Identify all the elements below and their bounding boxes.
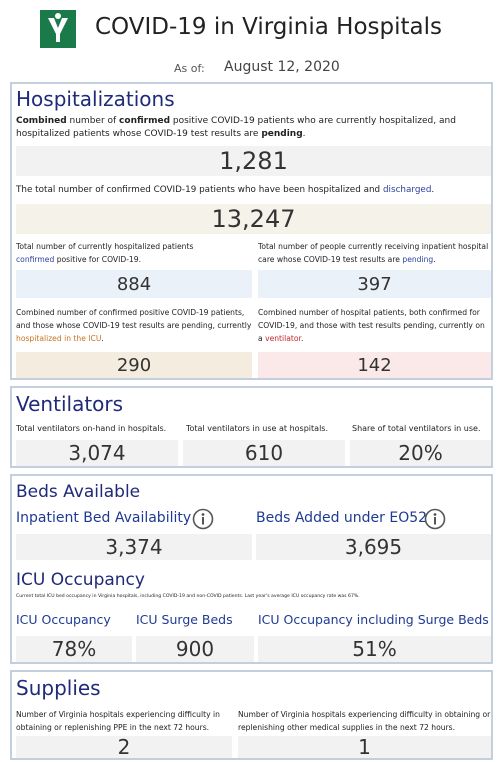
as-of-label: As of: [174,62,205,75]
logo [40,10,76,48]
text: . [431,185,435,195]
as-of-date: August 12, 2020 [224,59,340,75]
value: 1,281 [16,146,491,176]
text: Combined number of confirmed positive CO… [16,308,252,330]
text: pending [261,129,303,139]
value: 13,247 [16,204,491,234]
ventilators: Ventilators Total ventilators on-hand in… [10,386,493,468]
text: discharged [382,185,432,195]
description: Total number of currently hospitalized p… [16,240,216,266]
section-title: Ventilators [16,392,124,416]
text: . [300,334,304,343]
value: 884 [16,270,252,298]
description: Combined number of confirmed positive CO… [16,115,484,141]
title: COVID-19 in Virginia Hospitals [95,14,442,40]
text: number of [66,116,120,126]
label: ICU Occupancy [16,612,111,627]
value: 290 [16,352,252,378]
section-title: Supplies [16,676,101,700]
description: The total number of confirmed COVID-19 p… [16,184,486,197]
label: Number of Virginia hospitals experiencin… [16,710,220,732]
value: 51% [258,636,491,662]
text: Combined [16,116,67,126]
value: 397 [258,270,491,298]
value: 2 [16,735,232,759]
label: Total ventilators on-hand in hospitals. [16,424,167,433]
info-icon[interactable] [192,508,214,530]
description: Combined number of hospital patients, bo… [258,306,491,345]
supplies: Supplies Number of Virginia hospitals ex… [10,670,493,760]
label: Beds Added under EO52 [256,510,428,526]
label: ICU Occupancy including Surge Beds [258,612,489,627]
text: . [302,129,306,139]
value: 3,695 [256,534,491,560]
value: 20% [350,440,491,466]
beds: Beds Available Inpatient Bed Availabilit… [10,474,493,664]
value: 142 [258,352,491,378]
text: ventilator [265,334,301,343]
text: hospitalized in the ICU [16,334,102,343]
value: 78% [16,636,132,662]
value: 900 [136,636,254,662]
section-title: Beds Available [16,482,141,502]
label: Inpatient Bed Availability [16,510,192,526]
description: Total number of people currently receivi… [258,240,490,266]
value: 610 [183,440,345,466]
text: pending [402,255,434,264]
text: The total number of confirmed COVID-19 p… [16,185,383,195]
label: Total ventilators in use at hospitals. [186,424,328,433]
text: Total number of currently hospitalized p… [16,242,194,251]
value: 1 [238,735,491,759]
info-icon[interactable] [424,508,446,530]
text: confirmed [119,116,171,126]
text: positive COVID-19 patients who are curre… [16,116,456,139]
text: . [101,334,104,343]
label: ICU Surge Beds [136,612,233,627]
label: Share of total ventilators in use. [352,424,481,433]
value: 3,374 [16,534,252,560]
section-title: Hospitalizations [16,87,175,111]
text: Total number of people currently receivi… [258,242,489,264]
text: Combined number of hospital patients, bo… [258,308,485,343]
value: 3,074 [16,440,178,466]
note: Current total ICU bed occupancy in Virgi… [16,594,360,599]
description: Combined number of confirmed positive CO… [16,306,252,345]
text: confirmed [16,255,55,264]
section-title: ICU Occupancy [16,570,145,590]
hospitalizations: Hospitalizations Combined number of conf… [10,82,493,380]
text: positive for COVID-19. [54,255,142,264]
text: . [433,255,436,264]
label: Number of Virginia hospitals experiencin… [238,710,491,732]
